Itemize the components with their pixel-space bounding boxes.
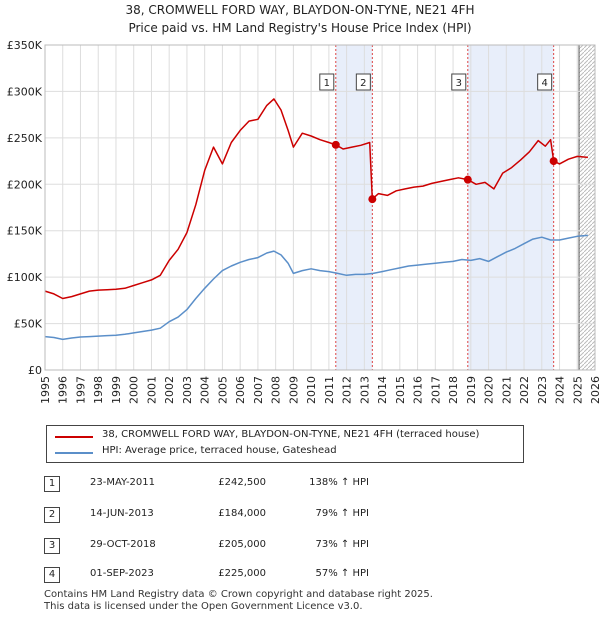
x-tick-label: 2020 [483,376,496,404]
sale-date: 29-OCT-2018 [90,539,156,550]
sale-date: 14-JUN-2013 [90,508,154,519]
sale-label-box [537,73,553,91]
x-tick-label: 2003 [181,376,194,404]
x-tick-label: 1996 [57,376,70,404]
sale-point [368,195,377,204]
legend-label-property: 38, CROMWELL FORD WAY, BLAYDON-ON-TYNE, … [102,429,480,440]
sale-date: 01-SEP-2023 [90,568,154,579]
legend-swatch-hpi [55,452,93,454]
sale-label: 1 [324,78,330,89]
x-tick-label: 1998 [92,376,105,404]
x-tick-label: 2002 [163,376,176,404]
x-tick-label: 2004 [199,376,212,404]
x-tick-label: 2026 [589,376,600,404]
x-tick-label: 2011 [323,376,336,404]
sale-label-box [319,73,335,91]
footer-copyright: Contains HM Land Registry data © Crown c… [44,589,433,600]
y-tick-label: £300K [7,85,43,98]
series-line-hpi [44,234,588,341]
sale-hpi-change: 57% ↑ HPI [315,568,369,579]
y-tick-label: £350K [7,39,43,52]
sale-number-badge: 4 [44,567,60,583]
y-tick-label: £50K [14,318,43,331]
sale-hpi-change: 73% ↑ HPI [315,539,369,550]
x-tick-label: 1997 [74,376,87,404]
legend: 38, CROMWELL FORD WAY, BLAYDON-ON-TYNE, … [46,425,524,463]
x-tick-label: 2001 [145,376,158,404]
sale-price: £184,000 [218,508,266,519]
sale-price: £225,000 [218,568,266,579]
sale-number-badge: 3 [44,538,60,554]
sale-number-badge: 2 [44,507,60,523]
series-line-property [44,98,588,300]
x-tick-label: 1995 [39,376,52,404]
x-tick-label: 2024 [554,376,567,404]
x-tick-label: 2000 [128,376,141,404]
sale-label-box [355,73,371,91]
highlight-band [467,45,554,370]
x-tick-label: 2014 [376,376,389,404]
x-tick-label: 2021 [500,376,513,404]
sale-label: 2 [360,78,366,89]
sale-label: 3 [456,78,462,89]
sale-hpi-change: 79% ↑ HPI [315,508,369,519]
sale-label-box [451,73,467,91]
plot-frame [44,44,596,371]
x-tick-label: 2016 [412,376,425,404]
x-tick-label: 2008 [270,376,283,404]
sale-point [549,157,558,166]
x-tick-label: 2006 [234,376,247,404]
chart-subtitle: Price paid vs. HM Land Registry's House … [128,21,472,35]
y-tick-label: £200K [7,178,43,191]
highlight-band [335,45,373,370]
x-tick-label: 2019 [465,376,478,404]
sale-point [463,175,472,184]
x-tick-label: 2025 [571,376,584,404]
x-tick-label: 2005 [216,376,229,404]
x-tick-label: 2022 [518,376,531,404]
y-tick-label: £250K [7,132,43,145]
x-tick-label: 2012 [341,376,354,404]
x-tick-label: 2015 [394,376,407,404]
sale-number-badge: 1 [44,476,60,492]
x-tick-label: 2007 [252,376,265,404]
y-tick-label: £0 [28,364,42,377]
sale-label: 4 [541,78,547,89]
x-tick-label: 2023 [536,376,549,404]
footer-licence: This data is licensed under the Open Gov… [44,601,363,612]
x-tick-label: 2017 [429,376,442,404]
sale-hpi-change: 138% ↑ HPI [309,477,369,488]
x-tick-label: 2018 [447,376,460,404]
x-tick-label: 2010 [305,376,318,404]
price-chart: 1 2 3 4 £0 £50K £100K £150K £200K £250K £300K £350… [7,39,600,404]
y-tick-label: £150K [7,225,43,238]
x-tick-label: 2009 [287,376,300,404]
sale-price: £242,500 [218,477,266,488]
sale-point [331,140,340,149]
chart-title: 38, CROMWELL FORD WAY, BLAYDON-ON-TYNE, … [125,3,475,17]
y-tick-label: £100K [7,271,43,284]
forecast-hatch [579,45,595,370]
sale-date: 23-MAY-2011 [90,477,156,488]
sale-price: £205,000 [218,539,266,550]
legend-label-hpi: HPI: Average price, terraced house, Gate… [102,445,337,456]
x-tick-label: 1999 [110,376,123,404]
legend-swatch-property [55,436,93,438]
x-tick-label: 2013 [358,376,371,404]
